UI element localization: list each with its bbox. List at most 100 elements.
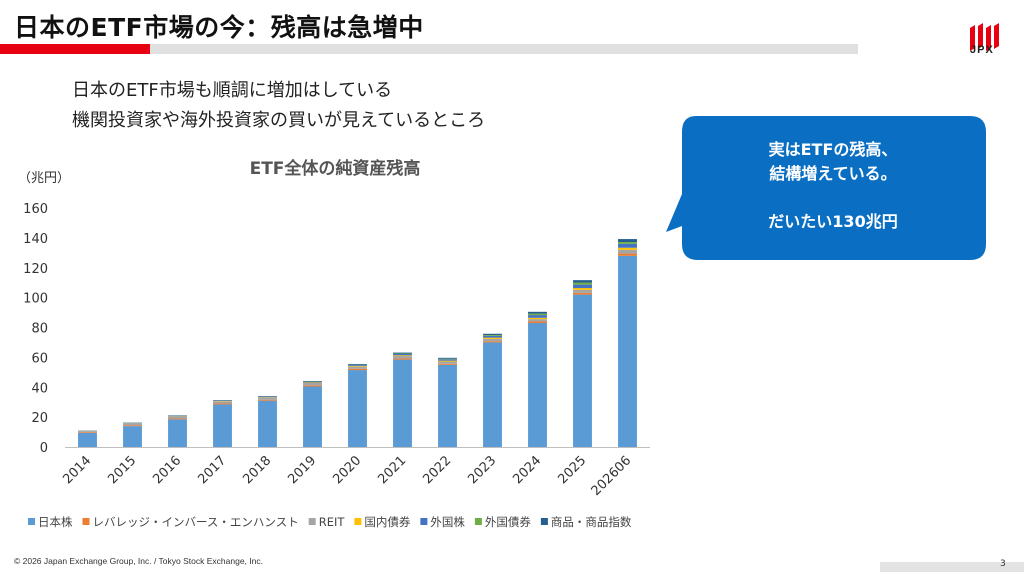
jpx-logo-icon: [970, 23, 999, 51]
bar-segment: [483, 341, 502, 343]
bar-segment: [168, 419, 187, 447]
legend-swatch: [354, 518, 362, 525]
bar-segment: [393, 353, 412, 356]
legend-label: REIT: [319, 515, 346, 529]
x-tick-label: 2024: [510, 453, 544, 487]
legend-label: 外国債券: [485, 515, 531, 529]
x-tick-label: 2016: [150, 453, 184, 487]
x-tick-label: 2025: [555, 453, 589, 487]
y-tick-label: 0: [40, 441, 48, 456]
bar-segment: [438, 363, 457, 365]
x-tick-label: 2023: [465, 453, 499, 487]
bar-segment: [573, 288, 592, 290]
bar-segment: [213, 404, 232, 447]
x-tick-label: 2015: [105, 453, 139, 487]
legend-label: 外国株: [430, 515, 465, 529]
x-tick-label: 2019: [285, 453, 319, 487]
bar-segment: [483, 342, 502, 447]
bar-segment: [528, 321, 547, 324]
y-axis-unit-label: （兆円）: [18, 171, 70, 186]
bar-segment: [303, 382, 322, 386]
bar-segment: [258, 399, 277, 401]
slide-title: 日本のETF市場の今：残高は急増中: [14, 13, 424, 42]
bar-segment: [573, 280, 592, 283]
bar-segment: [483, 337, 502, 339]
y-tick-label: 40: [31, 381, 48, 396]
x-tick-label: 202606: [589, 453, 635, 499]
bar-segment: [348, 370, 367, 447]
chart-legend: 日本株 レバレッジ・インバース・エンハンスト REIT 国内債券 外国株 外国債券 商品・商…: [28, 515, 632, 529]
legend-label: 国内債券: [364, 515, 410, 529]
bar-segment: [78, 432, 97, 447]
bar-segment: [573, 292, 592, 295]
lead-line-1: 日本のETF市場も順調に増加はしている: [72, 80, 393, 101]
y-tick-label: 60: [31, 351, 48, 366]
bar-segment: [78, 432, 97, 433]
legend-swatch: [420, 518, 428, 525]
bar-segment: [438, 360, 457, 362]
chart-title: ETF全体の純資産残高: [250, 158, 421, 179]
bar-segment: [528, 311, 547, 314]
bar-segment: [258, 397, 277, 400]
bar-segment: [348, 363, 367, 365]
bar-segment: [303, 381, 322, 383]
y-tick-label: 140: [23, 232, 48, 247]
bar-segment: [438, 359, 457, 361]
bar-segment: [303, 386, 322, 447]
bar-segment: [573, 294, 592, 447]
bar-segment: [438, 361, 457, 364]
x-tick-label: 2018: [240, 453, 274, 487]
bar-segment: [618, 242, 637, 244]
axis-layer: 0 20 40 60 80 100 120 140 160: [23, 202, 650, 456]
bar-segment: [168, 416, 187, 419]
bar-segment: [438, 357, 457, 359]
footer-bar: [880, 562, 1024, 572]
callout-line-1: 実はETFの残高、: [768, 140, 898, 159]
bar-segment: [573, 289, 592, 293]
bar-segment: [348, 365, 367, 367]
title-underline-gray: [150, 44, 858, 54]
bar-segment: [123, 423, 142, 426]
legend-swatch: [28, 518, 35, 525]
bar-segment: [483, 335, 502, 338]
bar-segment: [528, 315, 547, 318]
bar-segment: [528, 317, 547, 320]
bar-segment: [618, 253, 637, 256]
legend-label: レバレッジ・インバース・エンハンスト: [93, 515, 299, 529]
bar-segment: [393, 355, 412, 357]
bar-segment: [618, 255, 637, 447]
legend-label: 商品・商品指数: [551, 515, 632, 529]
y-tick-label: 20: [31, 411, 48, 426]
title-underline-red: [0, 44, 150, 54]
bar-segment: [303, 380, 322, 382]
callout-text: 実はETFの残高、 結構増えている。 だいたい130兆円: [690, 138, 976, 234]
bar-segment: [483, 333, 502, 335]
legend-swatch: [82, 518, 90, 525]
y-tick-label: 100: [23, 292, 48, 307]
bar-segment: [393, 359, 412, 447]
bar-segment: [123, 425, 142, 427]
x-tick-labels: 2014 2015 2016 2017 2018 2019 2020 2021 2022 2023…: [60, 453, 634, 499]
page-number: 3: [1000, 559, 1006, 569]
bar-segment: [573, 284, 592, 289]
bar-segment: [438, 364, 457, 447]
bar-segment: [573, 282, 592, 285]
bar-segment: [618, 243, 637, 248]
bar-segment: [348, 366, 367, 367]
bar-segment: [393, 352, 412, 354]
bar-segment: [528, 313, 547, 316]
bar-segment: [618, 239, 637, 243]
bar-segment: [438, 358, 457, 360]
bars-layer: [78, 239, 637, 447]
legend-swatch: [308, 518, 316, 525]
y-tick-label: 120: [23, 262, 48, 277]
bar-segment: [78, 431, 97, 433]
bar-segment: [303, 385, 322, 387]
bar-segment: [393, 358, 412, 360]
callout-line-2: 結構増えている。: [769, 164, 897, 183]
footer-copyright: © 2026 Japan Exchange Group, Inc. / Toky…: [14, 556, 263, 566]
bar-segment: [618, 247, 637, 250]
y-tick-label: 80: [31, 322, 48, 337]
x-tick-label: 2020: [330, 453, 364, 487]
bar-segment: [483, 338, 502, 342]
